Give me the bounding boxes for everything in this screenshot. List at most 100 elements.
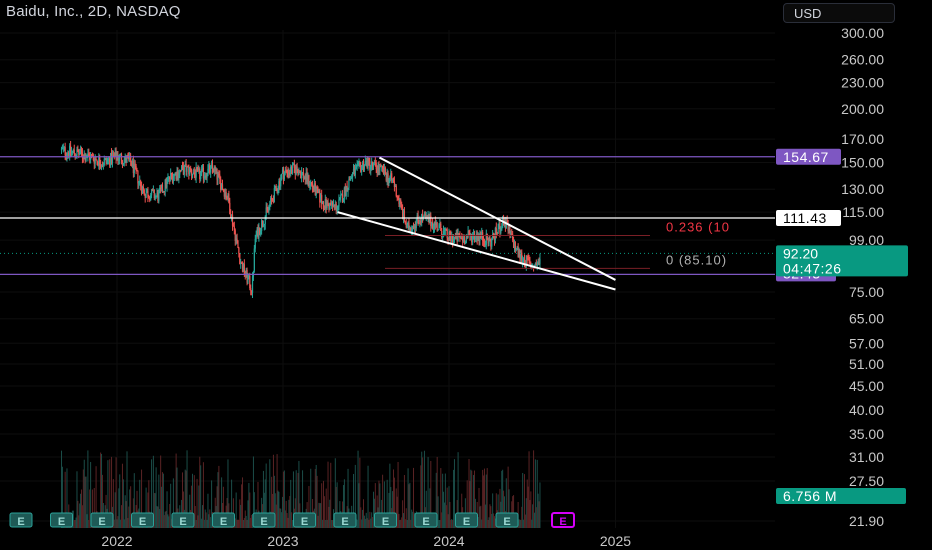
candle-body xyxy=(72,149,74,152)
candle-body xyxy=(253,248,255,272)
time-axis: 2022 2023 2024 2025 xyxy=(101,533,631,549)
volume-bar xyxy=(316,475,318,528)
candle-body xyxy=(138,181,140,184)
volume-bar xyxy=(107,460,109,528)
candle-body xyxy=(458,233,460,236)
level-badge-111-bg xyxy=(776,210,841,227)
candle-body xyxy=(197,168,199,170)
price-tick-label: 170.00 xyxy=(841,131,884,147)
candle-body xyxy=(99,157,101,165)
price-tick-label: 115.00 xyxy=(842,204,884,220)
volume-bar xyxy=(492,493,494,528)
candle-body xyxy=(513,241,516,248)
candle-body xyxy=(366,160,368,169)
candle-body xyxy=(109,158,111,166)
candle-body xyxy=(222,189,225,191)
candle-body xyxy=(404,221,406,224)
volume-bar xyxy=(321,483,323,528)
volume-bar xyxy=(390,487,392,528)
candle-body xyxy=(413,225,416,229)
candle-body xyxy=(468,231,470,234)
volume-bar xyxy=(235,492,237,528)
candle-body xyxy=(378,165,380,171)
volume-bar xyxy=(120,519,122,528)
candle-body xyxy=(402,208,404,218)
candle-body xyxy=(340,194,342,198)
candle-body xyxy=(327,201,329,205)
candle-body xyxy=(420,221,422,223)
candle-body xyxy=(250,288,252,291)
earnings-marker xyxy=(171,512,195,528)
candle-body xyxy=(172,176,174,182)
candle-body xyxy=(523,259,526,265)
candle-body xyxy=(289,172,291,174)
volume-bar xyxy=(358,483,360,528)
volume-bar xyxy=(81,489,83,528)
volume-bar xyxy=(427,457,429,528)
candle-body xyxy=(248,276,250,278)
price-tick-label: 65.00 xyxy=(849,311,884,327)
candle-body xyxy=(406,224,408,228)
volume-bar xyxy=(292,519,294,528)
volume-bar xyxy=(322,519,324,528)
volume-bar xyxy=(286,513,288,528)
last-price-badge-bg xyxy=(776,245,908,277)
candle-body xyxy=(150,195,152,201)
candle-body xyxy=(201,167,204,170)
candle-body xyxy=(233,226,235,231)
volume-bar xyxy=(318,502,320,528)
candle-body xyxy=(114,151,116,157)
volume-bar xyxy=(319,503,321,528)
candle-body xyxy=(267,208,269,210)
candle-body xyxy=(401,203,403,209)
volume-bar xyxy=(160,455,162,528)
price-tick-label: 200.00 xyxy=(841,101,884,117)
volume-bar xyxy=(396,496,398,528)
candle-body xyxy=(205,175,207,178)
volume-bar xyxy=(84,476,86,528)
volume-bar xyxy=(95,466,97,528)
candle-body xyxy=(374,162,376,164)
volume-bar xyxy=(332,519,334,528)
currency-selector[interactable]: USD xyxy=(783,3,895,23)
candle-body xyxy=(383,167,386,175)
candle-body xyxy=(359,162,361,166)
candle-body xyxy=(251,290,253,293)
volume-bar xyxy=(201,518,203,528)
candle-body xyxy=(68,152,70,157)
volume-bar xyxy=(442,473,444,528)
volume-bar xyxy=(453,459,455,528)
volume-bar xyxy=(262,470,264,528)
volume-bar xyxy=(136,490,138,528)
volume-bar xyxy=(246,519,248,528)
candle-body xyxy=(227,193,229,199)
candle-body xyxy=(200,169,203,174)
volume-bar xyxy=(75,517,77,528)
volume-bar xyxy=(361,519,363,528)
candle-body xyxy=(535,263,537,266)
candle-body xyxy=(146,190,148,194)
volume-bar xyxy=(535,507,537,528)
volume-bar xyxy=(289,496,291,528)
candle-body xyxy=(218,173,220,175)
candle-body xyxy=(484,244,486,246)
volume-bar xyxy=(278,491,280,528)
candle-body xyxy=(325,199,327,209)
candle-body xyxy=(344,187,346,196)
volume-bar xyxy=(522,472,524,528)
candle-body xyxy=(451,235,453,242)
candle-body xyxy=(469,233,471,236)
volume-bar xyxy=(238,520,240,528)
volume-bar xyxy=(274,493,276,528)
volume-bar xyxy=(444,473,446,528)
candle-body xyxy=(488,238,490,244)
candle-body xyxy=(275,186,277,189)
volume-bar xyxy=(203,519,205,528)
volume-bar xyxy=(529,500,531,528)
candle-body xyxy=(294,167,296,175)
volume-bar xyxy=(89,489,91,528)
volume-bar xyxy=(367,465,369,528)
volume-bar xyxy=(191,473,193,528)
candle-body xyxy=(181,166,184,168)
